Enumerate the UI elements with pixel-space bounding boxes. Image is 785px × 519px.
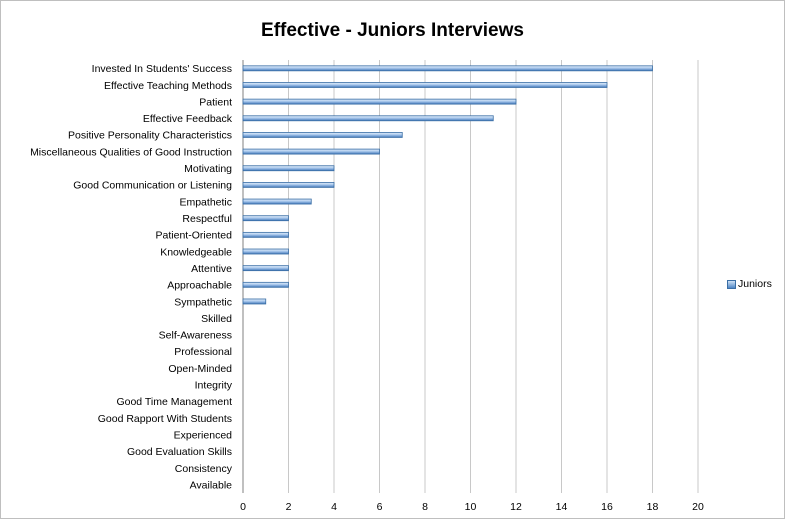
category-label: Good Evaluation Skills xyxy=(127,446,232,458)
category-label: Invested In Students' Success xyxy=(92,63,232,75)
legend-swatch xyxy=(727,279,736,289)
bar xyxy=(242,182,335,188)
chart-title: Effective - Juniors Interviews xyxy=(261,20,524,41)
category-label: Open-Minded xyxy=(168,363,232,375)
category-label: Integrity xyxy=(195,380,233,392)
category-label: Professional xyxy=(174,346,232,358)
category-label: Patient xyxy=(199,96,232,108)
bar xyxy=(242,281,289,288)
bar xyxy=(242,248,289,255)
x-tick-label: 8 xyxy=(422,501,428,513)
category-label: Knowledgeable xyxy=(160,246,232,258)
bar xyxy=(242,82,608,88)
x-tick-label: 2 xyxy=(286,501,292,513)
x-tick-label: 10 xyxy=(465,501,477,513)
category-label: Good Time Management xyxy=(116,396,232,408)
category-label: Experienced xyxy=(174,430,233,442)
x-tick-label: 16 xyxy=(601,501,613,513)
category-label: Motivating xyxy=(184,163,232,175)
category-label: Approachable xyxy=(167,280,232,292)
x-tick-label: 12 xyxy=(510,501,522,513)
category-label: Good Rapport With Students xyxy=(98,413,232,425)
category-labels: Invested In Students' Success Effective T… xyxy=(30,63,233,491)
category-label: Patient-Oriented xyxy=(156,230,233,242)
x-tick-label: 0 xyxy=(240,501,246,513)
bar xyxy=(242,132,403,138)
category-label: Positive Personality Characteristics xyxy=(68,130,232,142)
category-label: Sympathetic xyxy=(174,296,232,308)
category-label: Effective Teaching Methods xyxy=(104,80,232,92)
x-tick-label: 20 xyxy=(692,501,704,513)
x-tick-labels: 0 2 4 6 8 10 12 14 16 18 20 xyxy=(240,501,704,513)
x-tick-label: 14 xyxy=(556,501,568,513)
bar xyxy=(242,115,494,122)
legend-label: Juniors xyxy=(738,278,772,290)
bar xyxy=(242,298,267,305)
bar xyxy=(242,231,289,238)
bar xyxy=(242,215,289,222)
bar xyxy=(242,198,312,205)
legend: Juniors xyxy=(727,278,772,290)
bar xyxy=(242,265,289,272)
x-tick-label: 18 xyxy=(647,501,659,513)
category-label: Good Communication or Listening xyxy=(73,180,232,192)
category-label: Empathetic xyxy=(179,196,232,208)
category-label: Miscellaneous Qualities of Good Instruct… xyxy=(30,146,232,158)
category-label: Respectful xyxy=(182,213,232,225)
category-label: Available xyxy=(190,479,233,491)
x-tick-label: 6 xyxy=(377,501,383,513)
category-label: Attentive xyxy=(191,263,232,275)
category-label: Consistency xyxy=(175,463,233,475)
category-label: Self-Awareness xyxy=(159,330,232,342)
bars xyxy=(242,65,653,305)
category-label: Skilled xyxy=(201,313,232,325)
category-label: Effective Feedback xyxy=(143,113,233,125)
bar xyxy=(242,98,517,105)
x-tick-label: 4 xyxy=(331,501,337,513)
gridlines xyxy=(242,60,699,493)
bar xyxy=(242,165,335,172)
bar xyxy=(242,148,380,155)
bar xyxy=(242,65,653,72)
